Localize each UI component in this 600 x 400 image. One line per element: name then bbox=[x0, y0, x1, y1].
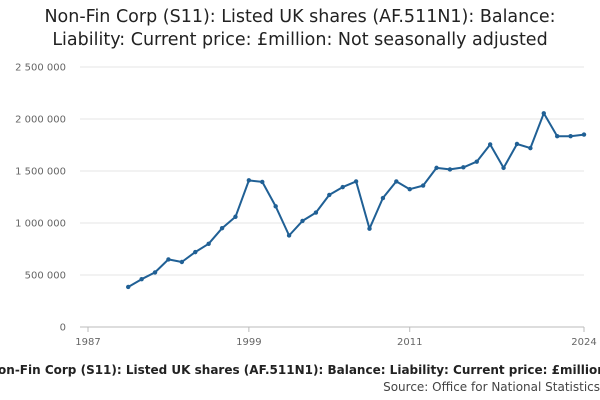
data-point bbox=[568, 133, 573, 139]
data-point bbox=[367, 226, 372, 231]
x-tick-label: 2011 bbox=[397, 337, 422, 348]
series-line bbox=[127, 112, 585, 288]
x-tick-label: 1999 bbox=[236, 337, 261, 348]
data-point bbox=[313, 210, 319, 215]
data-point bbox=[447, 167, 453, 172]
data-point bbox=[300, 218, 305, 224]
data-point bbox=[487, 142, 493, 147]
data-point bbox=[152, 270, 158, 275]
data-point bbox=[179, 259, 185, 265]
chart-title-line-2: Liability: Current price: £million: Not … bbox=[52, 30, 548, 50]
x-tick-label: 2024 bbox=[571, 337, 596, 348]
data-point bbox=[541, 111, 546, 116]
y-tick-label: 500 000 bbox=[25, 271, 66, 282]
data-point bbox=[193, 249, 198, 255]
data-point bbox=[353, 179, 359, 184]
data-point bbox=[126, 284, 131, 290]
data-point bbox=[233, 214, 238, 219]
gridlines bbox=[80, 66, 584, 328]
data-point bbox=[206, 241, 211, 246]
data-point bbox=[514, 141, 520, 147]
data-point bbox=[327, 192, 332, 198]
y-tick-label: 1 000 000 bbox=[15, 219, 66, 230]
data-point bbox=[474, 159, 479, 164]
data-point bbox=[246, 178, 252, 183]
data-point bbox=[434, 165, 439, 171]
data-point bbox=[380, 195, 386, 201]
source-caption: Source: Office for National Statistics bbox=[383, 380, 600, 394]
chart-title: Non-Fin Corp (S11): Listed UK shares (AF… bbox=[0, 6, 600, 52]
data-point bbox=[407, 187, 412, 192]
data-point bbox=[260, 179, 265, 185]
data-point bbox=[273, 204, 278, 209]
data-point bbox=[420, 183, 426, 188]
data-point bbox=[166, 257, 171, 262]
series-caption: Non-Fin Corp (S11): Listed UK shares (AF… bbox=[0, 363, 600, 377]
data-point bbox=[394, 179, 399, 184]
data-point bbox=[501, 165, 506, 171]
data-point bbox=[461, 165, 466, 170]
data-point bbox=[554, 133, 560, 139]
data-series bbox=[126, 111, 587, 290]
y-axis: 0 500 000 1 000 000 1 500 000 2 000 000 2 500… bbox=[15, 63, 66, 334]
y-tick-label: 0 bbox=[60, 323, 66, 334]
x-tick-label: 1987 bbox=[75, 337, 100, 348]
y-tick-label: 1 500 000 bbox=[15, 167, 66, 178]
chart-title-line-1: Non-Fin Corp (S11): Listed UK shares (AF… bbox=[44, 7, 556, 27]
x-axis: 1987 1999 2011 2024 bbox=[75, 327, 597, 348]
y-tick-label: 2 500 000 bbox=[15, 63, 66, 74]
data-point bbox=[286, 233, 292, 238]
data-point bbox=[139, 276, 144, 282]
data-point bbox=[340, 184, 345, 190]
chart-footer: Non-Fin Corp (S11): Listed UK shares (AF… bbox=[0, 363, 600, 397]
data-point bbox=[528, 145, 533, 151]
y-tick-label: 2 000 000 bbox=[15, 115, 66, 126]
data-point bbox=[219, 226, 225, 231]
data-point bbox=[581, 132, 587, 137]
